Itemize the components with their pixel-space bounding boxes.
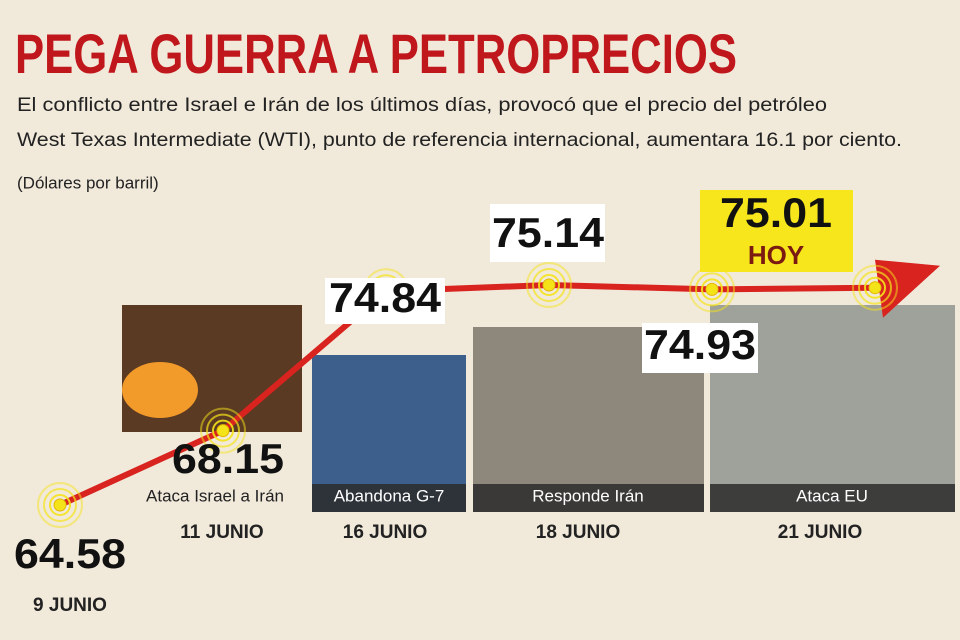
date-label: 11 JUNIO — [180, 522, 263, 543]
point-halo — [532, 268, 566, 302]
value-label: 74.93 — [644, 321, 756, 368]
event-caption: Ataca EU — [796, 486, 868, 505]
value-label: 75.01 — [720, 189, 832, 236]
unit-label: (Dólares por barril) — [17, 173, 159, 192]
value-box — [700, 190, 853, 272]
value-label: 64.58 — [14, 530, 126, 577]
point-halo — [701, 278, 723, 301]
point — [868, 281, 882, 295]
date-label: 9 JUNIO — [33, 595, 107, 616]
point-halo — [538, 274, 560, 296]
point-halo — [695, 272, 729, 307]
value-box — [325, 278, 445, 324]
caption-bar — [312, 484, 466, 512]
value-label: 75.14 — [492, 209, 605, 256]
title: PEGA GUERRA A PETROPRECIOS — [15, 22, 737, 85]
point — [542, 278, 556, 292]
value-box — [490, 204, 605, 262]
caption-bar — [473, 484, 704, 512]
fire — [122, 362, 198, 418]
point-halo — [200, 407, 246, 454]
point-halo — [212, 419, 234, 442]
point-halo — [858, 270, 892, 305]
point — [705, 282, 719, 296]
point-halo — [206, 413, 240, 448]
today-label: HOY — [748, 240, 804, 270]
event-caption: Responde Irán — [532, 486, 644, 505]
date-label: 18 JUNIO — [536, 522, 620, 543]
point-halo — [852, 264, 898, 311]
point-halo — [526, 262, 572, 308]
point-halo — [49, 494, 71, 516]
subtitle: El conflicto entre Israel e Irán de los … — [17, 95, 827, 116]
caption-bar — [710, 484, 955, 512]
subtitle: West Texas Intermediate (WTI), punto de … — [17, 130, 902, 151]
value-label: 74.84 — [329, 274, 442, 321]
price-line — [58, 281, 876, 508]
point — [216, 424, 230, 438]
value-box — [642, 323, 758, 373]
point-halo — [43, 488, 77, 522]
point-halo — [37, 482, 83, 528]
date-label: 21 JUNIO — [778, 522, 862, 543]
event-caption: Abandona G-7 — [334, 486, 445, 505]
point-halo — [864, 276, 886, 299]
event-caption: Ataca Israel a Irán — [146, 486, 284, 505]
point — [53, 498, 67, 512]
value-label: 68.15 — [172, 435, 284, 482]
date-label: 16 JUNIO — [343, 522, 427, 543]
